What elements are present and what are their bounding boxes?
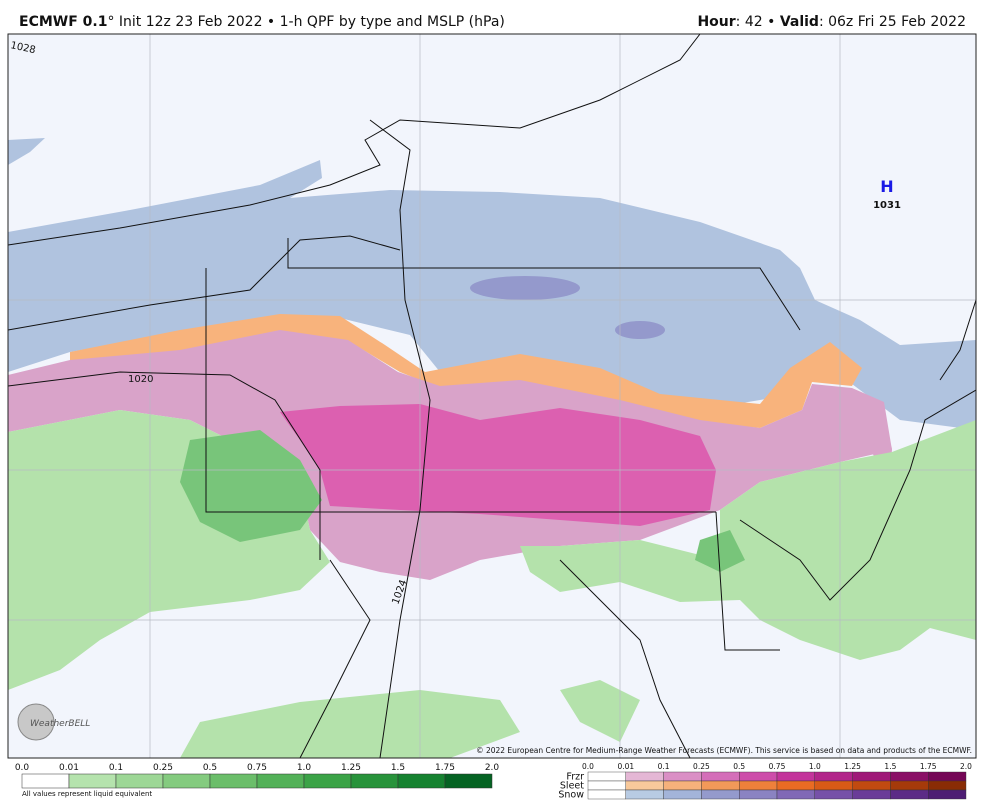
mixed-tick-label: 1.25 [844, 762, 861, 771]
rain-swatch [303, 773, 352, 789]
legend-note: All values represent liquid equivalent [22, 790, 152, 798]
rain-swatch [21, 773, 70, 789]
ptype-swatch [587, 789, 626, 800]
ptype-swatch [852, 789, 891, 800]
map: 1028 1020 1024 H 1031 WeatherBELL © 2022… [8, 34, 976, 758]
ptype-swatch [928, 789, 967, 800]
ptype-label: Sleet [560, 781, 584, 792]
ptype-swatch [776, 780, 815, 791]
run-description: ° Init 12z 23 Feb 2022 • 1-h QPF by type… [107, 14, 504, 30]
valid-label: Valid [780, 14, 819, 30]
ptype-swatch [663, 789, 702, 800]
ptype-swatch [701, 780, 740, 791]
ptype-swatch [890, 771, 929, 782]
ptype-swatch [814, 789, 853, 800]
mixed-tick-label: 0.1 [658, 762, 670, 771]
ptype-swatch [739, 789, 778, 800]
hour-value: : 42 • [736, 14, 780, 30]
rain-swatch [350, 773, 399, 789]
ptype-swatch [814, 780, 853, 791]
mixed-tick-label: 1.5 [884, 762, 896, 771]
snow-heavy [470, 276, 580, 300]
ptype-swatch [663, 780, 702, 791]
isobars [8, 119, 976, 758]
ptype-swatch [625, 780, 664, 791]
coastlines [8, 34, 976, 758]
logo-mark [17, 703, 55, 741]
ptype-swatch [890, 789, 929, 800]
map-frame [7, 33, 977, 759]
rain-swatch [256, 773, 305, 789]
ptype-swatch [701, 771, 740, 782]
ptype-swatch [928, 780, 967, 791]
high-pressure: 1031 [873, 200, 901, 211]
freezing-rain-heavy [280, 404, 716, 526]
mixed-tick-label: 1.75 [920, 762, 937, 771]
mixed-tick-label: 0.0 [582, 762, 594, 771]
ptype-swatch [739, 771, 778, 782]
mixed-tick-label: 0.5 [733, 762, 745, 771]
rain-swatch [444, 773, 493, 789]
rain-tick-label: 0.5 [203, 763, 217, 773]
rain-tick-label: 1.5 [391, 763, 405, 773]
county-lines [8, 34, 976, 758]
ptype-swatch [625, 771, 664, 782]
ptype-swatch [739, 780, 778, 791]
rain-tick-label: 0.75 [247, 763, 267, 773]
mixed-tick-label: 0.25 [693, 762, 710, 771]
high-symbol: H [880, 177, 893, 196]
rain-tick-label: 1.75 [435, 763, 455, 773]
rain-tick-label: 1.0 [297, 763, 312, 773]
ptype-label: Frzr [566, 772, 584, 783]
rain-tick-label: 0.1 [109, 763, 123, 773]
hour-label: Hour [697, 14, 735, 30]
mixed-tick-label: 1.0 [809, 762, 821, 771]
ptype-swatch [928, 771, 967, 782]
mixed-tick-label: 2.0 [960, 762, 972, 771]
ptype-swatch [814, 771, 853, 782]
ptype-swatch [776, 789, 815, 800]
snow-heavy [615, 321, 665, 339]
sleet-area [70, 314, 862, 428]
rain-moderate [180, 430, 745, 572]
rain-tick-label: 1.25 [341, 763, 361, 773]
header-right: Hour: 42 • Valid: 06z Fri 25 Feb 2022 [697, 14, 966, 30]
copyright: © 2022 European Centre for Medium-Range … [476, 746, 972, 755]
rain-swatch [162, 773, 211, 789]
ptype-swatch [663, 771, 702, 782]
rain-swatch [68, 773, 117, 789]
header-left: ECMWF 0.1° Init 12z 23 Feb 2022 • 1-h QP… [19, 14, 505, 30]
legend: All values represent liquid equivalent 0… [15, 762, 972, 801]
rain-swatch [209, 773, 258, 789]
ptype-swatch [701, 789, 740, 800]
model-name: ECMWF 0.1 [19, 14, 107, 30]
ptype-swatch [852, 780, 891, 791]
ptype-label: Snow [558, 790, 584, 801]
ptype-swatch [587, 780, 626, 791]
isobar-label: 1020 [128, 374, 153, 385]
ptype-swatch [776, 771, 815, 782]
ptype-swatch [587, 771, 626, 782]
mixed-tick-label: 0.01 [617, 762, 634, 771]
isobar-label: 1028 [9, 40, 36, 56]
rain-swatch [115, 773, 164, 789]
rain-swatch [397, 773, 446, 789]
logo: WeatherBELL [30, 719, 90, 729]
ptype-swatch [890, 780, 929, 791]
rain-tick-label: 2.0 [485, 763, 500, 773]
ptype-swatch [625, 789, 664, 800]
valid-value: : 06z Fri 25 Feb 2022 [819, 14, 966, 30]
rain-tick-label: 0.0 [15, 763, 30, 773]
ptype-swatch [852, 771, 891, 782]
mixed-tick-label: 0.75 [769, 762, 786, 771]
rain-tick-label: 0.25 [153, 763, 173, 773]
rain-tick-label: 0.01 [59, 763, 79, 773]
